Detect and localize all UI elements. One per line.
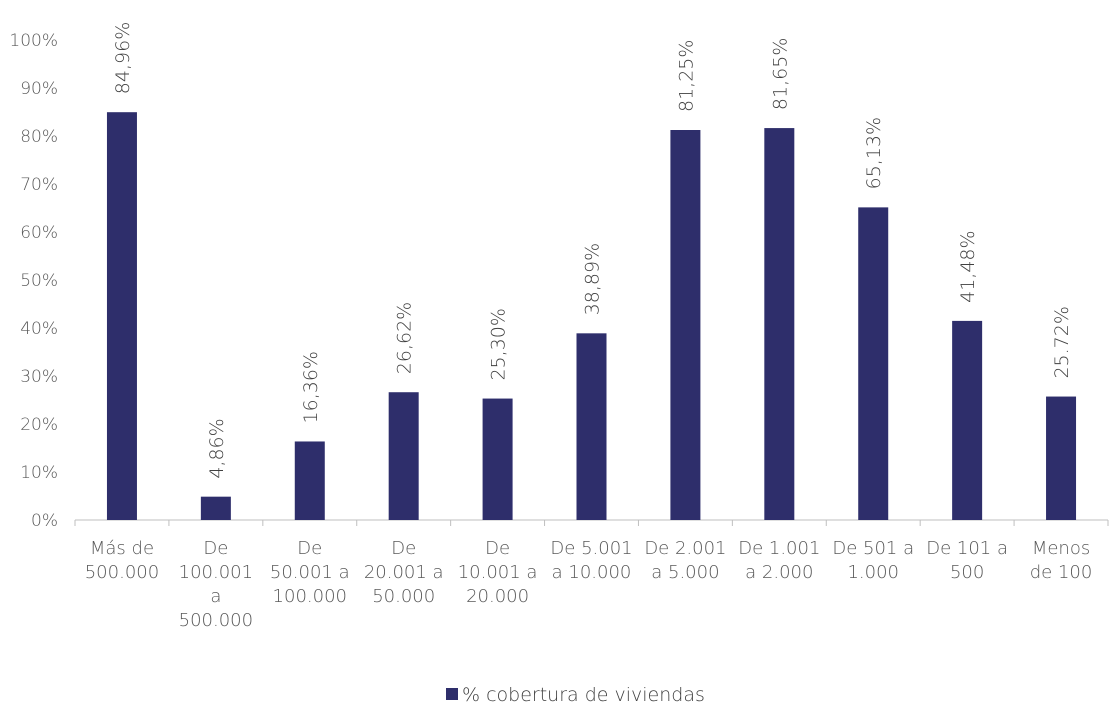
y-tick-label: 40% xyxy=(20,319,58,339)
x-axis xyxy=(74,519,1109,526)
data-label: 4,86% xyxy=(206,418,228,478)
data-label: 25.72% xyxy=(1051,306,1073,378)
bars xyxy=(106,112,1077,520)
category-label: De 50.001 a 100.000 xyxy=(270,538,350,607)
legend-swatch xyxy=(446,688,458,700)
y-tick-label: 100% xyxy=(9,31,58,51)
bar xyxy=(388,392,419,520)
category-label: De 5.001 a 10.000 xyxy=(550,538,632,583)
bar xyxy=(670,130,701,520)
bar xyxy=(106,112,137,520)
y-axis: 0% 10% 20% 30% 40% 50% 60% 70% 80% 90% 100% xyxy=(9,31,58,531)
data-label: 65,13% xyxy=(863,117,885,189)
bar xyxy=(1046,396,1077,520)
data-label: 81,25% xyxy=(675,40,697,112)
legend-label: % cobertura de viviendas xyxy=(462,684,705,706)
bar xyxy=(952,320,983,520)
bar xyxy=(858,207,889,520)
y-tick-label: 70% xyxy=(20,175,58,195)
data-label: 38,89% xyxy=(582,243,604,315)
category-label: Más de 500.000 xyxy=(85,538,159,583)
legend: % cobertura de viviendas xyxy=(446,684,705,706)
data-label: 16,36% xyxy=(300,351,322,423)
bar xyxy=(482,398,513,520)
y-tick-label: 50% xyxy=(20,271,58,291)
data-labels: 84,96% 4,86% 16,36% 26,62% 25,30% 38,89% 81,25… xyxy=(112,22,1073,479)
category-label: De 2.001 a 5.000 xyxy=(644,538,726,583)
data-label: 26,62% xyxy=(394,302,416,374)
y-tick-label: 60% xyxy=(20,223,58,243)
bar xyxy=(764,128,795,520)
data-label: 25,30% xyxy=(488,308,510,380)
category-label: De 101 a 500 xyxy=(926,538,1008,583)
y-tick-label: 30% xyxy=(20,367,58,387)
data-label: 84,96% xyxy=(112,22,134,94)
bar xyxy=(294,441,325,520)
data-label: 41,48% xyxy=(957,230,979,302)
category-label: De 501 a 1.000 xyxy=(832,538,914,583)
category-label: De 100.001 a 500.000 xyxy=(179,538,253,631)
category-label: De 1.001 a 2.000 xyxy=(738,538,820,583)
data-label: 81,65% xyxy=(769,38,791,110)
category-label: De 10.001 a 20.000 xyxy=(458,538,538,607)
category-label: Menos de 100 xyxy=(1030,538,1093,583)
y-tick-label: 90% xyxy=(20,79,58,99)
y-tick-label: 10% xyxy=(20,463,58,483)
bar xyxy=(200,496,231,520)
y-tick-label: 80% xyxy=(20,127,58,147)
y-tick-label: 20% xyxy=(20,415,58,435)
bar xyxy=(576,333,607,520)
category-label: De 20.001 a 50.000 xyxy=(364,538,444,607)
y-tick-label: 0% xyxy=(31,511,58,531)
